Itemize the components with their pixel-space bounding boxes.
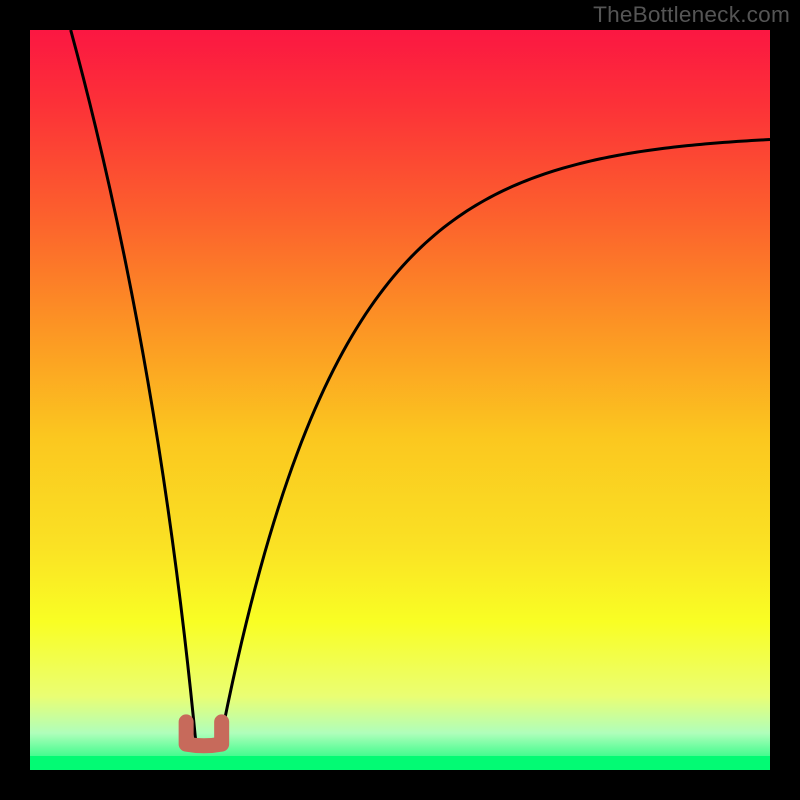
figure-root: TheBottleneck.com <box>0 0 800 800</box>
minimum-marker-u <box>186 722 222 746</box>
plot-area <box>30 30 770 770</box>
watermark-text: TheBottleneck.com <box>593 2 790 28</box>
curve-layer <box>30 30 770 770</box>
left-falling-curve <box>71 30 197 749</box>
right-rising-curve <box>219 140 770 750</box>
